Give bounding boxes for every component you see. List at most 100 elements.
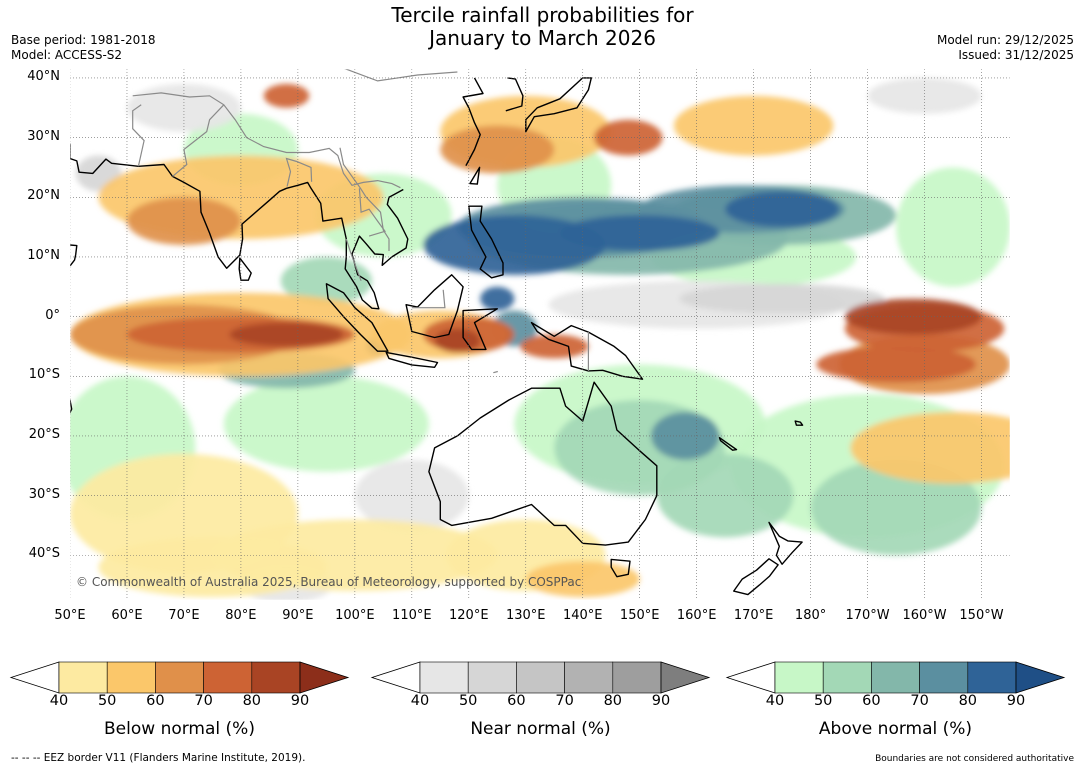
border-line-4 bbox=[339, 147, 390, 251]
colorbar-segment bbox=[871, 661, 920, 694]
colorbar-tick-label: 70 bbox=[910, 693, 929, 709]
tasmania-coastline bbox=[610, 558, 631, 578]
lon-tick-label: 60°E bbox=[111, 608, 143, 623]
horn-of-africa-coastline bbox=[70, 244, 78, 267]
graticule bbox=[70, 69, 1010, 600]
lon-tick-label: 70°E bbox=[168, 608, 200, 623]
lat-tick-label: 30°N bbox=[27, 128, 60, 144]
colorbar-segment bbox=[467, 661, 517, 694]
colorbar-title: Near normal (%) bbox=[470, 719, 611, 739]
colorbar-segment bbox=[516, 661, 565, 694]
sumatra-coastline bbox=[325, 283, 389, 352]
border-line-2 bbox=[172, 104, 225, 177]
colorbar-tick-label: 80 bbox=[958, 693, 978, 709]
colorbar-tick-label: 50 bbox=[97, 693, 117, 709]
lon-tick-label: 110°E bbox=[392, 608, 432, 623]
colorbar-tick-label: 40 bbox=[410, 693, 430, 709]
colorbar-tick-label: 50 bbox=[813, 693, 833, 709]
new-caledonia-coastline bbox=[718, 437, 738, 451]
korea-coastline bbox=[505, 77, 524, 112]
lat-tick-label: 20°N bbox=[27, 188, 60, 204]
colorbar-0 bbox=[9, 661, 350, 694]
meta-right: Model run: 29/12/2025 Issued: 31/12/2025 bbox=[937, 33, 1074, 63]
borneo-coastline bbox=[405, 274, 464, 339]
lon-tick-label: 90°E bbox=[282, 608, 314, 623]
lon-tick-label: 170°E bbox=[733, 608, 774, 623]
coastlines bbox=[70, 77, 804, 596]
title-line-2: January to March 2026 bbox=[429, 26, 656, 50]
colorbar-segment bbox=[106, 661, 156, 694]
sri-lanka-coastline bbox=[238, 257, 252, 281]
eez-border-note: -- -- -- EEZ border V11 (Flanders Marine… bbox=[11, 752, 306, 764]
lat-tick-label: 30°S bbox=[28, 486, 60, 502]
issued-text: Issued: 31/12/2025 bbox=[958, 48, 1074, 62]
probability-field bbox=[70, 77, 1010, 600]
lon-tick-label: 170°W bbox=[845, 608, 890, 623]
new-zealand-north-coastline bbox=[768, 521, 803, 565]
colorbar-segment bbox=[967, 661, 1017, 694]
colorbar-segment bbox=[203, 661, 253, 694]
colorbar-segment bbox=[822, 661, 872, 694]
fiji-coastline bbox=[794, 420, 804, 426]
colorbar-tick-label: 80 bbox=[242, 693, 262, 709]
colorbar-1 bbox=[370, 661, 711, 694]
colorbar-tick-label: 90 bbox=[1006, 693, 1026, 709]
border-line-3 bbox=[285, 157, 313, 187]
australia-coastline bbox=[428, 381, 658, 546]
lon-tick-label: 140°E bbox=[562, 608, 603, 623]
colorbar-segment bbox=[919, 661, 969, 694]
lon-tick-label: 120°E bbox=[449, 608, 489, 623]
border-line-6 bbox=[358, 188, 386, 237]
colorbar-tick-label: 70 bbox=[194, 693, 213, 709]
philippines-coastline bbox=[468, 205, 504, 279]
lat-tick-label: 20°S bbox=[28, 426, 60, 442]
colorbar-low-extend bbox=[725, 661, 776, 694]
lat-tick-label: 10°S bbox=[28, 367, 60, 383]
colorbar-title: Above normal (%) bbox=[818, 719, 973, 739]
colorbar-segment bbox=[774, 661, 824, 694]
lon-tick-label: 50°E bbox=[54, 608, 86, 623]
colorbar-segment bbox=[58, 661, 108, 694]
colorbar-tick-label: 90 bbox=[651, 693, 671, 709]
colorbar-tick-label: 80 bbox=[603, 693, 623, 709]
colorbar-tick-label: 60 bbox=[862, 693, 881, 709]
sulawesi-coastline bbox=[462, 308, 498, 351]
colorbar-segment bbox=[612, 661, 662, 694]
new-zealand-south-coastline bbox=[733, 558, 779, 596]
colorbar-tick-label: 40 bbox=[765, 693, 785, 709]
lon-tick-label: 130°E bbox=[505, 608, 546, 623]
colorbars bbox=[9, 661, 1066, 694]
lat-tick-label: 0° bbox=[45, 307, 60, 323]
border-line-1 bbox=[132, 104, 145, 167]
border-line-5 bbox=[345, 238, 362, 282]
colorbar-title: Below normal (%) bbox=[104, 719, 255, 739]
colorbar-low-extend bbox=[370, 661, 421, 694]
border-line-10 bbox=[493, 370, 498, 374]
colorbar-tick-label: 70 bbox=[555, 693, 574, 709]
border-line-8 bbox=[411, 289, 446, 309]
colorbar-low-extend bbox=[9, 661, 60, 694]
lon-tick-label: 100°E bbox=[335, 608, 375, 623]
asia-coastline bbox=[70, 143, 409, 310]
lon-tick-label: 150°W bbox=[959, 608, 1004, 623]
colorbar-tick-label: 60 bbox=[146, 693, 165, 709]
lon-tick-label: 160°W bbox=[902, 608, 947, 623]
lon-tick-label: 80°E bbox=[225, 608, 257, 623]
colorbar-segment bbox=[419, 661, 469, 694]
lon-tick-label: 180° bbox=[794, 608, 827, 623]
japan-coastline bbox=[525, 77, 592, 133]
colorbar-tick-label: 90 bbox=[290, 693, 310, 709]
colorbar-tick-label: 50 bbox=[458, 693, 478, 709]
lon-tick-label: 160°E bbox=[676, 608, 717, 623]
lat-tick-label: 40°S bbox=[28, 546, 60, 562]
china-coastline bbox=[462, 77, 484, 167]
meta-left: Base period: 1981-2018 Model: ACCESS-S2 bbox=[11, 33, 156, 63]
lon-tick-label: 150°E bbox=[619, 608, 660, 623]
model-run-text: Model run: 29/12/2025 bbox=[936, 33, 1074, 47]
colorbar-segment bbox=[155, 661, 204, 694]
map-title: Tercile rainfall probabilities for Janua… bbox=[0, 4, 1085, 50]
model-text: Model: ACCESS-S2 bbox=[11, 48, 123, 62]
lat-tick-label: 40°N bbox=[27, 68, 60, 84]
copyright-notice: © Commonwealth of Australia 2025, Bureau… bbox=[76, 575, 582, 589]
